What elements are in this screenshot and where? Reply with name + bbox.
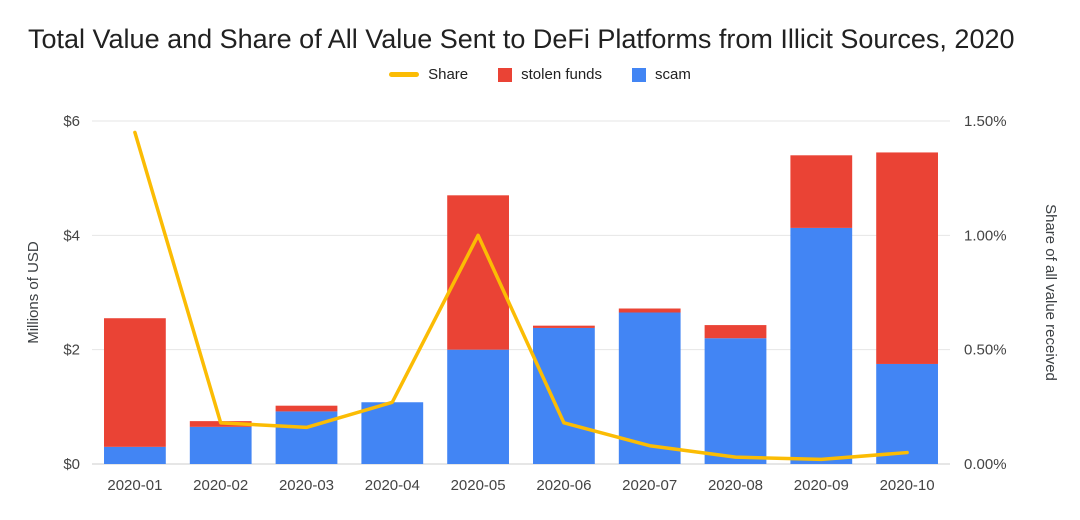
x-axis-label: 2020-10 bbox=[880, 477, 935, 494]
legend-label-stolen-funds: stolen funds bbox=[521, 66, 603, 83]
bar-segment-scam-2020-06 bbox=[533, 327, 595, 464]
bar-segment-stolen-funds-2020-06 bbox=[533, 325, 595, 328]
legend-label-share: Share bbox=[428, 66, 469, 83]
share-line bbox=[133, 130, 909, 462]
right-axis-tick-label: 0.00% bbox=[964, 456, 1007, 473]
left-axis-tick-label: $2 bbox=[63, 342, 80, 359]
chart-title: Total Value and Share of All Value Sent … bbox=[28, 24, 1015, 54]
bar-segment-scam-2020-05 bbox=[447, 349, 509, 464]
x-axis-label: 2020-07 bbox=[622, 477, 677, 494]
bar-segment-scam-2020-04 bbox=[361, 402, 424, 464]
legend-label-scam: scam bbox=[655, 66, 691, 83]
bar-segment-stolen-funds-2020-08 bbox=[704, 325, 767, 339]
legend-item-share: Share bbox=[389, 66, 468, 83]
x-axis-label: 2020-01 bbox=[107, 477, 162, 494]
stolen-funds-swatch-icon bbox=[498, 67, 513, 82]
bar-segment-scam-2020-02 bbox=[189, 426, 252, 464]
scam-swatch-icon bbox=[632, 67, 647, 82]
x-axis-label: 2020-03 bbox=[279, 477, 334, 494]
bar-segment-stolen-funds-2020-01 bbox=[104, 318, 166, 447]
left-axis-tick-label: $0 bbox=[63, 456, 80, 473]
bar-segment-stolen-funds-2020-03 bbox=[275, 405, 338, 412]
x-axis-label: 2020-08 bbox=[708, 477, 763, 494]
bar-segment-stolen-funds-2020-09 bbox=[790, 155, 853, 228]
bar-segment-scam-2020-01 bbox=[104, 446, 166, 464]
bar-segment-scam-2020-10 bbox=[876, 363, 938, 464]
right-axis-title: Share of all value received bbox=[1042, 204, 1059, 381]
x-axis-label: 2020-04 bbox=[365, 477, 420, 494]
bar-segment-stolen-funds-2020-05 bbox=[447, 195, 509, 350]
share-line-swatch-icon bbox=[389, 72, 420, 77]
x-axis-label: 2020-09 bbox=[794, 477, 849, 494]
left-axis-tick-label: $6 bbox=[63, 113, 80, 130]
left-axis-title: Millions of USD bbox=[25, 241, 42, 344]
right-axis-tick-label: 0.50% bbox=[964, 342, 1007, 359]
x-axis-label: 2020-05 bbox=[451, 477, 506, 494]
legend-item-scam: scam bbox=[632, 66, 691, 83]
x-axis-label: 2020-02 bbox=[193, 477, 248, 494]
bar-segment-scam-2020-09 bbox=[790, 227, 853, 464]
bar-segment-stolen-funds-2020-07 bbox=[618, 308, 681, 313]
x-axis-label: 2020-06 bbox=[536, 477, 591, 494]
bar-segment-scam-2020-08 bbox=[704, 338, 767, 464]
right-axis-tick-label: 1.00% bbox=[964, 227, 1007, 244]
left-axis-tick-label: $4 bbox=[63, 227, 80, 244]
bar-segment-stolen-funds-2020-10 bbox=[876, 152, 938, 364]
chart-legend: Share stolen funds scam bbox=[0, 66, 1080, 83]
right-axis-tick-label: 1.50% bbox=[964, 113, 1007, 130]
legend-item-stolen-funds: stolen funds bbox=[498, 66, 602, 83]
